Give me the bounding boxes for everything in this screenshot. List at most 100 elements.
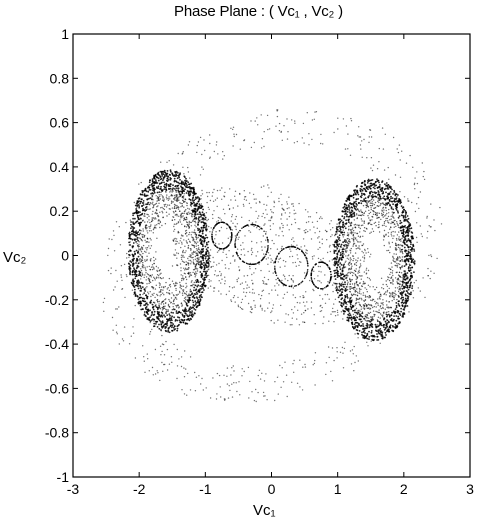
trajectory-point bbox=[178, 242, 180, 244]
trajectory-point bbox=[401, 251, 403, 254]
trajectory-point bbox=[195, 306, 198, 308]
trajectory-point bbox=[349, 283, 351, 285]
trajectory-point bbox=[157, 222, 159, 225]
trajectory-point bbox=[343, 217, 345, 220]
trajectory-point bbox=[395, 319, 398, 322]
trajectory-point bbox=[364, 210, 367, 212]
trajectory-point bbox=[128, 343, 131, 345]
trajectory-point bbox=[405, 263, 408, 266]
trajectory-point bbox=[382, 302, 384, 304]
trajectory-point bbox=[389, 228, 391, 230]
trajectory-point bbox=[293, 142, 296, 144]
trajectory-point bbox=[357, 193, 360, 196]
trajectory-point bbox=[245, 281, 247, 283]
trajectory-point bbox=[339, 290, 341, 292]
trajectory-point bbox=[160, 272, 162, 274]
trajectory-point bbox=[378, 161, 380, 163]
trajectory-point bbox=[142, 345, 144, 347]
trajectory-point bbox=[217, 220, 219, 222]
trajectory-point bbox=[197, 221, 200, 224]
trajectory-point bbox=[344, 266, 347, 268]
trajectory-point bbox=[370, 199, 373, 201]
trajectory-point bbox=[209, 254, 212, 257]
trajectory-point bbox=[270, 209, 272, 211]
trajectory-point bbox=[415, 279, 417, 282]
trajectory-point bbox=[399, 226, 402, 229]
trajectory-point bbox=[161, 181, 163, 184]
trajectory-point bbox=[354, 232, 356, 234]
trajectory-point bbox=[383, 169, 386, 171]
trajectory-point bbox=[401, 150, 403, 152]
trajectory-point bbox=[378, 223, 380, 226]
trajectory-point bbox=[341, 293, 343, 296]
trajectory-point bbox=[144, 306, 147, 309]
trajectory-point bbox=[388, 192, 391, 195]
trajectory-point bbox=[395, 247, 397, 249]
trajectory-point bbox=[160, 191, 162, 194]
trajectory-point bbox=[434, 229, 436, 232]
trajectory-point bbox=[151, 286, 153, 288]
trajectory-point bbox=[390, 207, 393, 210]
trajectory-point bbox=[184, 293, 186, 295]
trajectory-point bbox=[341, 226, 343, 228]
trajectory-point bbox=[206, 270, 208, 273]
trajectory-point bbox=[382, 307, 384, 310]
trajectory-point bbox=[190, 314, 193, 317]
trajectory-point bbox=[189, 272, 192, 274]
trajectory-point bbox=[193, 240, 196, 243]
trajectory-point bbox=[174, 188, 176, 190]
trajectory-point bbox=[102, 301, 105, 304]
trajectory-point bbox=[335, 282, 338, 285]
trajectory-point bbox=[183, 206, 185, 208]
trajectory-point bbox=[184, 176, 186, 179]
trajectory-point bbox=[391, 300, 393, 302]
x-tick-label: 2 bbox=[400, 481, 408, 497]
trajectory-point bbox=[187, 317, 190, 320]
trajectory-point bbox=[143, 194, 146, 197]
trajectory-point bbox=[346, 309, 349, 312]
trajectory-point bbox=[188, 296, 191, 299]
trajectory-point bbox=[354, 282, 356, 285]
trajectory-point bbox=[423, 178, 426, 181]
trajectory-point bbox=[349, 317, 352, 320]
trajectory-point bbox=[345, 301, 347, 304]
trajectory-point bbox=[372, 203, 374, 205]
trajectory-point bbox=[366, 276, 369, 279]
trajectory-point bbox=[340, 298, 343, 301]
trajectory-point bbox=[382, 213, 385, 216]
trajectory-point bbox=[362, 325, 365, 327]
trajectory-point bbox=[419, 290, 421, 292]
trajectory-point bbox=[346, 247, 348, 249]
trajectory-point bbox=[397, 303, 400, 305]
trajectory-point bbox=[181, 216, 183, 218]
trajectory-point bbox=[375, 303, 377, 305]
trajectory-point bbox=[288, 215, 291, 218]
trajectory-point bbox=[197, 290, 200, 293]
trajectory-point bbox=[140, 302, 142, 304]
trajectory-point bbox=[191, 293, 193, 296]
trajectory-point bbox=[361, 181, 364, 184]
trajectory-point bbox=[284, 265, 286, 267]
trajectory-point bbox=[385, 214, 387, 216]
trajectory-point bbox=[159, 170, 162, 173]
trajectory-point bbox=[133, 293, 135, 296]
trajectory-point bbox=[198, 228, 201, 231]
trajectory-point bbox=[147, 232, 149, 234]
trajectory-point bbox=[353, 205, 356, 208]
trajectory-point bbox=[371, 316, 374, 318]
trajectory-point bbox=[148, 181, 151, 184]
trajectory-point bbox=[342, 226, 345, 229]
trajectory-point bbox=[391, 188, 393, 191]
trajectory-point bbox=[349, 211, 351, 214]
trajectory-point bbox=[382, 299, 384, 301]
trajectory-point bbox=[342, 309, 344, 311]
trajectory-point bbox=[194, 276, 196, 278]
trajectory-point bbox=[176, 213, 178, 216]
trajectory-point bbox=[345, 260, 347, 262]
trajectory-point bbox=[358, 322, 360, 325]
trajectory-point bbox=[260, 294, 263, 297]
trajectory-point bbox=[234, 235, 237, 237]
trajectory-point bbox=[145, 279, 147, 281]
trajectory-point bbox=[372, 216, 374, 218]
trajectory-point bbox=[227, 397, 230, 399]
